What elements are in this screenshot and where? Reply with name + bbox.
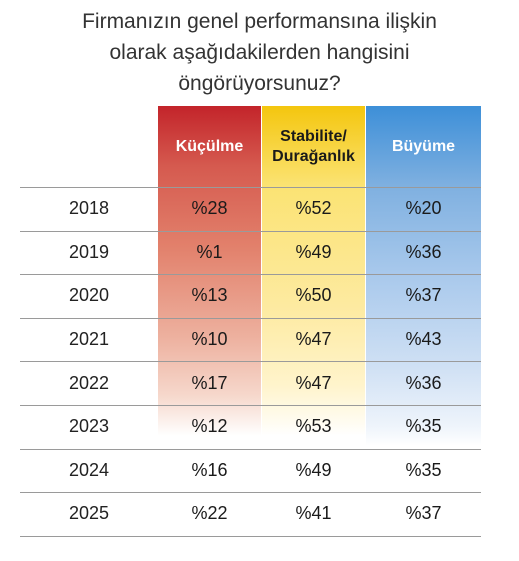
header-buyume-line-1: Büyüme [391, 137, 456, 155]
value-cell-buyume: %36 [405, 241, 442, 262]
row-divider [20, 448, 481, 450]
row-divider [20, 492, 481, 494]
value-cell-stabilite: %49 [295, 241, 332, 262]
value-cell-stabilite: %53 [295, 416, 332, 437]
title-line-1: Firmanızın genel performansına ilişkin [82, 10, 437, 33]
value-cell-stabilite: %50 [295, 285, 332, 306]
value-cell-stabilite: %47 [295, 329, 332, 350]
year-label: 2021 [68, 329, 110, 350]
value-cell-buyume: %35 [405, 459, 442, 480]
column-background-kuculme [158, 106, 261, 537]
chart-title: Firmanızın genel performansına ilişkin o… [0, 6, 519, 99]
value-cell-buyume: %35 [405, 416, 442, 437]
value-cell-kuculme: %10 [191, 329, 228, 350]
value-cell-kuculme: %28 [191, 198, 228, 219]
header-kuculme-line-1: Küçülme [175, 137, 244, 155]
row-divider [20, 187, 481, 188]
year-label: 2020 [68, 285, 110, 306]
year-label: 2023 [68, 416, 110, 437]
value-cell-stabilite: %47 [295, 372, 332, 393]
header-stabilite-line-1: Stabilite/ [280, 127, 347, 145]
header-stabilite-line-2: Durağanlık [272, 147, 355, 165]
row-divider [20, 317, 481, 319]
row-divider [20, 361, 481, 363]
value-cell-kuculme: %17 [191, 372, 228, 393]
header-buyume: Büyüme [366, 106, 481, 187]
value-cell-buyume: %37 [405, 285, 442, 306]
value-cell-buyume: %37 [405, 503, 442, 524]
value-cell-kuculme: %22 [191, 503, 228, 524]
value-cell-kuculme: %13 [191, 285, 228, 306]
row-divider [20, 405, 481, 406]
column-background-buyume [366, 106, 481, 537]
year-label: 2022 [68, 372, 110, 393]
value-cell-kuculme: %12 [191, 416, 228, 437]
title-line-3: öngörüyorsunuz? [178, 72, 341, 95]
value-cell-buyume: %20 [405, 198, 442, 219]
value-cell-stabilite: %41 [295, 503, 332, 524]
value-cell-kuculme: %16 [191, 459, 228, 480]
row-divider [20, 230, 481, 232]
value-cell-stabilite: %52 [295, 198, 332, 219]
value-cell-stabilite: %49 [295, 459, 332, 480]
header-kuculme: Küçülme [158, 106, 261, 187]
title-line-2: olarak aşağıdakilerden hangisini [109, 41, 410, 64]
header-stabilite: Stabilite/ Durağanlık [262, 106, 365, 187]
value-cell-buyume: %36 [405, 372, 442, 393]
row-divider [20, 274, 481, 276]
year-label: 2024 [68, 459, 110, 480]
year-label: 2019 [68, 241, 110, 262]
row-divider [20, 535, 481, 537]
year-label: 2018 [68, 198, 110, 219]
column-background-stabilite [262, 106, 365, 537]
year-label: 2025 [68, 503, 110, 524]
value-cell-kuculme: %1 [196, 241, 223, 262]
value-cell-buyume: %43 [405, 329, 442, 350]
